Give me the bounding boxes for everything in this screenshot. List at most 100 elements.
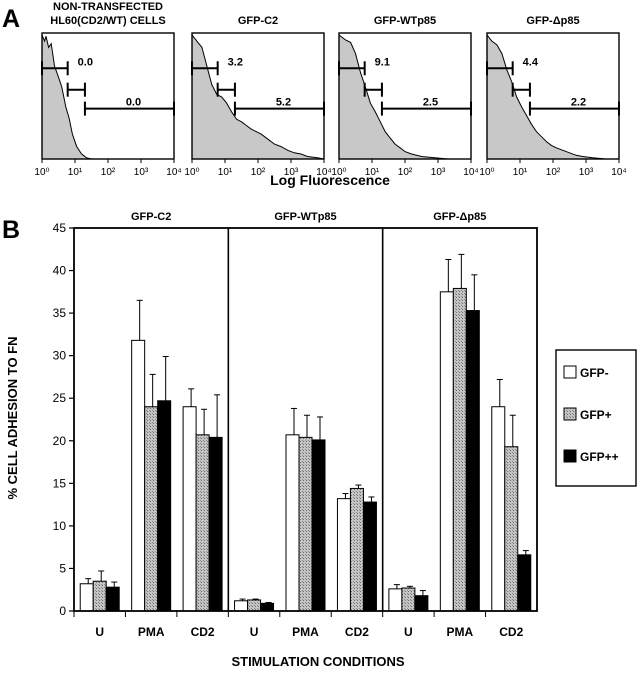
panel-b-ylabel: % CELL ADHESION TO FN (5, 337, 20, 500)
bar-GFP++ (311, 439, 326, 612)
y-tick-label: 5 (59, 561, 66, 575)
histogram-curve (338, 33, 471, 160)
histogram-3: GFP-WTp85 10⁰ 10¹ 10² 10³ 10⁴ 9.1 2.5 (331, 15, 478, 178)
histogram-title-line: GFP-WTp85 (374, 15, 436, 27)
legend-label: GFP++ (580, 450, 619, 464)
bar-group-2: GFP-WTp85 U PMA CD2 (227, 211, 377, 639)
x-tick-label: 10⁰ (34, 167, 49, 178)
panel-b-label: B (2, 216, 20, 244)
bar-GFP++ (517, 554, 532, 612)
x-tick-label: 10⁰ (331, 167, 346, 178)
panel-b-xlabel: STIMULATION CONDITIONS (231, 654, 404, 669)
bar-GFP++ (414, 595, 429, 612)
x-tick-label: 10² (251, 167, 266, 178)
bar-GFP- (79, 583, 94, 612)
category-label: CD2 (345, 625, 369, 639)
x-tick-label: 10⁴ (611, 167, 626, 178)
bar-GFP- (131, 339, 146, 612)
bar-GFP- (234, 600, 249, 612)
x-tick-label: 10⁰ (479, 167, 494, 178)
y-tick-label: 40 (53, 264, 67, 278)
bar-GFP+ (504, 446, 519, 612)
panel-a-histograms: NON-TRANSFECTED HL60(CD2/WT) CELLS 10⁰ 10¹ 1… (34, 1, 626, 178)
x-tick-label: 10¹ (513, 167, 528, 178)
y-tick-label: 30 (53, 349, 67, 363)
y-tick-label: 20 (53, 434, 67, 448)
category-label: U (404, 625, 413, 639)
category-label: CD2 (499, 625, 523, 639)
bar-GFP+ (401, 587, 416, 612)
category-label: U (95, 625, 104, 639)
bar-GFP++ (208, 436, 223, 612)
legend-swatch (563, 365, 577, 379)
histogram-4: GFP-Δp85 10⁰ 10¹ 10² 10³ 10⁴ 4.4 2.2 (479, 15, 626, 178)
histogram-curve (486, 33, 619, 160)
bar-GFP- (285, 434, 300, 612)
bar-GFP- (388, 588, 403, 612)
bar-GFP+ (195, 434, 210, 612)
bar-GFP+ (298, 436, 313, 612)
bar-GFP++ (105, 586, 120, 612)
y-tick-label: 10 (53, 519, 67, 533)
category-label: PMA (292, 625, 319, 639)
bar-GFP++ (362, 501, 377, 612)
y-tick-label: 35 (53, 306, 67, 320)
gate-percent: 0.0 (78, 56, 93, 68)
bar-GFP+ (349, 487, 364, 612)
bar-group-3: GFP-Δp85 U PMA CD2 (382, 211, 532, 639)
histogram-1: NON-TRANSFECTED HL60(CD2/WT) CELLS 10⁰ 10¹ 1… (34, 1, 181, 178)
x-tick-label: 10⁰ (184, 167, 199, 178)
histogram-2: GFP-C2 10⁰ 10¹ 10² 10³ 10⁴ 3.2 5.2 (184, 15, 331, 178)
panel-a-xlabel: Log Fluorescence (270, 172, 390, 188)
gate-percent: 9.1 (375, 56, 390, 68)
x-tick-label: 10⁴ (316, 167, 331, 178)
group-title: GFP-C2 (131, 211, 171, 223)
x-tick-label: 10² (546, 167, 561, 178)
category-label: CD2 (191, 625, 215, 639)
legend: GFP- GFP+ GFP++ (555, 349, 637, 487)
histogram-title-line: GFP-Δp85 (526, 15, 579, 27)
panel-a-label: A (2, 5, 20, 33)
y-tick-label: 15 (53, 476, 67, 490)
bar-GFP++ (465, 310, 480, 612)
bar-group-1: GFP-C2 U PMA CD2 (73, 211, 223, 639)
category-label: U (250, 625, 259, 639)
gate-percent: 5.2 (276, 97, 291, 109)
x-tick-label: 10⁴ (463, 167, 478, 178)
bar-GFP+ (92, 580, 107, 612)
legend-swatch (563, 449, 577, 463)
bar-GFP+ (247, 599, 262, 612)
x-tick-label: 10³ (284, 167, 299, 178)
x-tick-label: 10¹ (365, 167, 380, 178)
gate-percent: 2.2 (571, 97, 586, 109)
y-tick-label: 45 (53, 221, 67, 235)
category-label: PMA (446, 625, 473, 639)
bar-GFP- (491, 406, 506, 612)
x-tick-label: 10¹ (218, 167, 233, 178)
x-tick-label: 10² (398, 167, 413, 178)
gate-percent: 2.5 (423, 97, 438, 109)
gate-percent: 4.4 (523, 56, 539, 68)
bar-GFP- (182, 406, 197, 612)
legend-swatch (563, 407, 577, 421)
group-title: GFP-WTp85 (274, 211, 336, 223)
x-tick-label: 10³ (431, 167, 446, 178)
bar-GFP+ (452, 287, 467, 612)
bar-GFP++ (157, 400, 172, 612)
x-tick-label: 10¹ (68, 167, 83, 178)
bar-GFP- (336, 498, 351, 612)
histogram-title-line: GFP-C2 (238, 15, 278, 27)
group-title: GFP-Δp85 (433, 211, 486, 223)
gate-percent: 0.0 (126, 97, 141, 109)
gate-percent: 3.2 (228, 56, 243, 68)
histogram-curve (191, 33, 325, 160)
histogram-curve (41, 34, 174, 160)
bar-GFP+ (144, 406, 159, 612)
legend-label: GFP+ (580, 408, 612, 422)
histogram-title-line: HL60(CD2/WT) CELLS (50, 15, 166, 27)
y-tick-label: 0 (59, 604, 66, 618)
y-tick-label: 25 (53, 391, 67, 405)
plot-frame (73, 227, 538, 612)
